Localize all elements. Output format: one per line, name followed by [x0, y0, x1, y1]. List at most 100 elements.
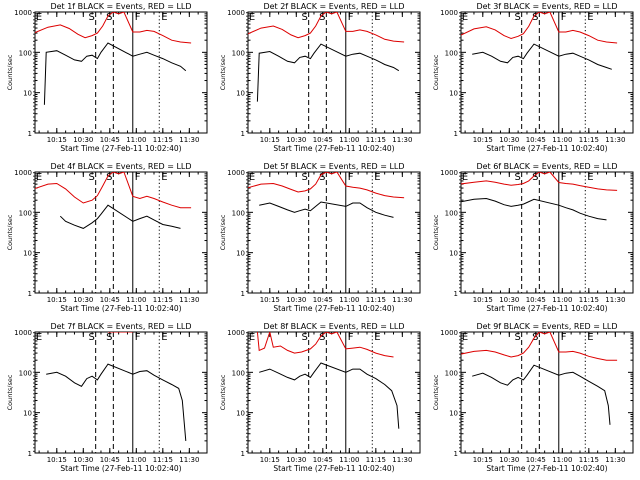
x-axis-label: Start Time (27-Feb-11 10:02:40)	[486, 304, 607, 313]
marker-label-s: S	[319, 12, 325, 23]
plot-frame	[34, 171, 208, 294]
chart-title: Det 1f BLACK = Events, RED = LLD	[50, 2, 191, 11]
marker-label-e: E	[161, 332, 167, 343]
x-tick-label: 10:30	[286, 296, 306, 304]
x-tick-label: 11:15	[579, 136, 599, 144]
plot-frame	[247, 171, 421, 294]
x-tick-label: 11:30	[179, 296, 199, 304]
y-tick-label: 1	[454, 450, 458, 458]
marker-label-f: F	[561, 172, 567, 183]
x-tick-label: 11:30	[392, 456, 412, 464]
y-axis-label: Counts/sec	[432, 54, 440, 90]
x-tick-label: 11:15	[153, 456, 173, 464]
x-tick-label: 11:15	[366, 296, 386, 304]
marker-label-e: E	[587, 12, 593, 23]
x-tick-label: 10:30	[499, 296, 519, 304]
x-tick-label: 11:15	[579, 456, 599, 464]
x-tick-label: 10:45	[100, 456, 120, 464]
y-tick-label: 100	[19, 209, 32, 217]
y-axis-label: Counts/sec	[6, 214, 14, 250]
y-tick-label: 10	[236, 250, 245, 258]
y-tick-label: 10	[236, 410, 245, 418]
y-tick-label: 100	[445, 369, 458, 377]
x-tick-label: 11:15	[579, 296, 599, 304]
x-tick-label: 10:15	[473, 136, 493, 144]
chart-title: Det 6f BLACK = Events, RED = LLD	[476, 162, 617, 171]
marker-label-e: E	[36, 332, 42, 343]
marker-label-s: S	[88, 172, 94, 183]
y-tick-label: 1000	[440, 169, 458, 177]
marker-label-e: E	[587, 332, 593, 343]
x-tick-label: 10:15	[47, 296, 67, 304]
chart-panel-3: Det 3f BLACK = Events, RED = LLD 1 10 100 10…	[432, 2, 634, 153]
marker-label-s: S	[88, 12, 94, 23]
plot-frame	[460, 171, 634, 294]
series-lld	[35, 172, 192, 209]
x-axis-label: Start Time (27-Feb-11 10:02:40)	[486, 464, 607, 473]
x-tick-label: 10:45	[526, 456, 546, 464]
marker-label-e: E	[36, 12, 42, 23]
series-events	[43, 42, 187, 105]
y-tick-label: 10	[23, 90, 32, 98]
series-events	[472, 364, 611, 425]
y-axis-label: Counts/sec	[219, 374, 227, 410]
y-axis-label: Counts/sec	[432, 374, 440, 410]
marker-label-e: E	[249, 332, 255, 343]
chart-panel-7: Det 7f BLACK = Events, RED = LLD 1 10 100 10…	[6, 322, 208, 473]
y-tick-label: 1	[241, 130, 245, 138]
marker-label-f: F	[135, 172, 141, 183]
x-tick-label: 11:00	[339, 456, 359, 464]
marker-label-e: E	[587, 172, 593, 183]
x-tick-label: 11:30	[392, 136, 412, 144]
chart-title: Det 7f BLACK = Events, RED = LLD	[50, 322, 191, 331]
series-lld	[461, 172, 618, 191]
x-tick-label: 11:30	[392, 296, 412, 304]
y-tick-label: 10	[23, 410, 32, 418]
x-axis-label: Start Time (27-Feb-11 10:02:40)	[60, 304, 181, 313]
y-axis-label: Counts/sec	[6, 374, 14, 410]
x-tick-label: 11:00	[126, 136, 146, 144]
marker-label-s: S	[532, 172, 538, 183]
y-tick-label: 1000	[227, 9, 245, 17]
y-tick-label: 1000	[440, 9, 458, 17]
x-tick-label: 11:30	[179, 456, 199, 464]
y-tick-label: 100	[19, 49, 32, 57]
y-tick-label: 100	[445, 209, 458, 217]
plot-frame	[34, 11, 208, 134]
x-tick-label: 10:15	[47, 456, 67, 464]
y-tick-label: 10	[449, 410, 458, 418]
y-tick-label: 10	[449, 90, 458, 98]
chart-title: Det 5f BLACK = Events, RED = LLD	[263, 162, 404, 171]
marker-label-f: F	[348, 332, 354, 343]
y-tick-label: 1000	[14, 169, 32, 177]
y-tick-label: 1	[28, 450, 32, 458]
marker-label-e: E	[462, 332, 468, 343]
marker-label-s: S	[106, 172, 112, 183]
marker-label-f: F	[561, 12, 567, 23]
y-tick-label: 100	[445, 49, 458, 57]
y-tick-label: 1	[454, 290, 458, 298]
y-tick-label: 100	[232, 369, 245, 377]
chart-panel-5: Det 5f BLACK = Events, RED = LLD 1 10 100 10…	[219, 162, 421, 313]
series-lld	[461, 12, 618, 44]
y-tick-label: 1	[28, 130, 32, 138]
marker-label-s: S	[301, 12, 307, 23]
chart-panel-9: Det 9f BLACK = Events, RED = LLD 1 10 100 10…	[432, 322, 634, 473]
series-events	[259, 201, 394, 218]
series-lld	[256, 332, 394, 358]
x-tick-label: 11:30	[179, 136, 199, 144]
y-tick-label: 1000	[14, 329, 32, 337]
x-tick-label: 10:30	[73, 456, 93, 464]
chart-title: Det 9f BLACK = Events, RED = LLD	[476, 322, 617, 331]
x-tick-label: 10:30	[73, 296, 93, 304]
x-tick-label: 10:45	[313, 136, 333, 144]
x-tick-label: 11:30	[605, 136, 625, 144]
marker-label-s: S	[88, 332, 94, 343]
x-tick-label: 11:00	[126, 296, 146, 304]
x-tick-label: 11:00	[552, 456, 572, 464]
x-tick-label: 10:45	[100, 296, 120, 304]
y-tick-label: 10	[23, 250, 32, 258]
x-tick-label: 11:15	[153, 136, 173, 144]
marker-label-e: E	[249, 172, 255, 183]
marker-label-s: S	[319, 172, 325, 183]
